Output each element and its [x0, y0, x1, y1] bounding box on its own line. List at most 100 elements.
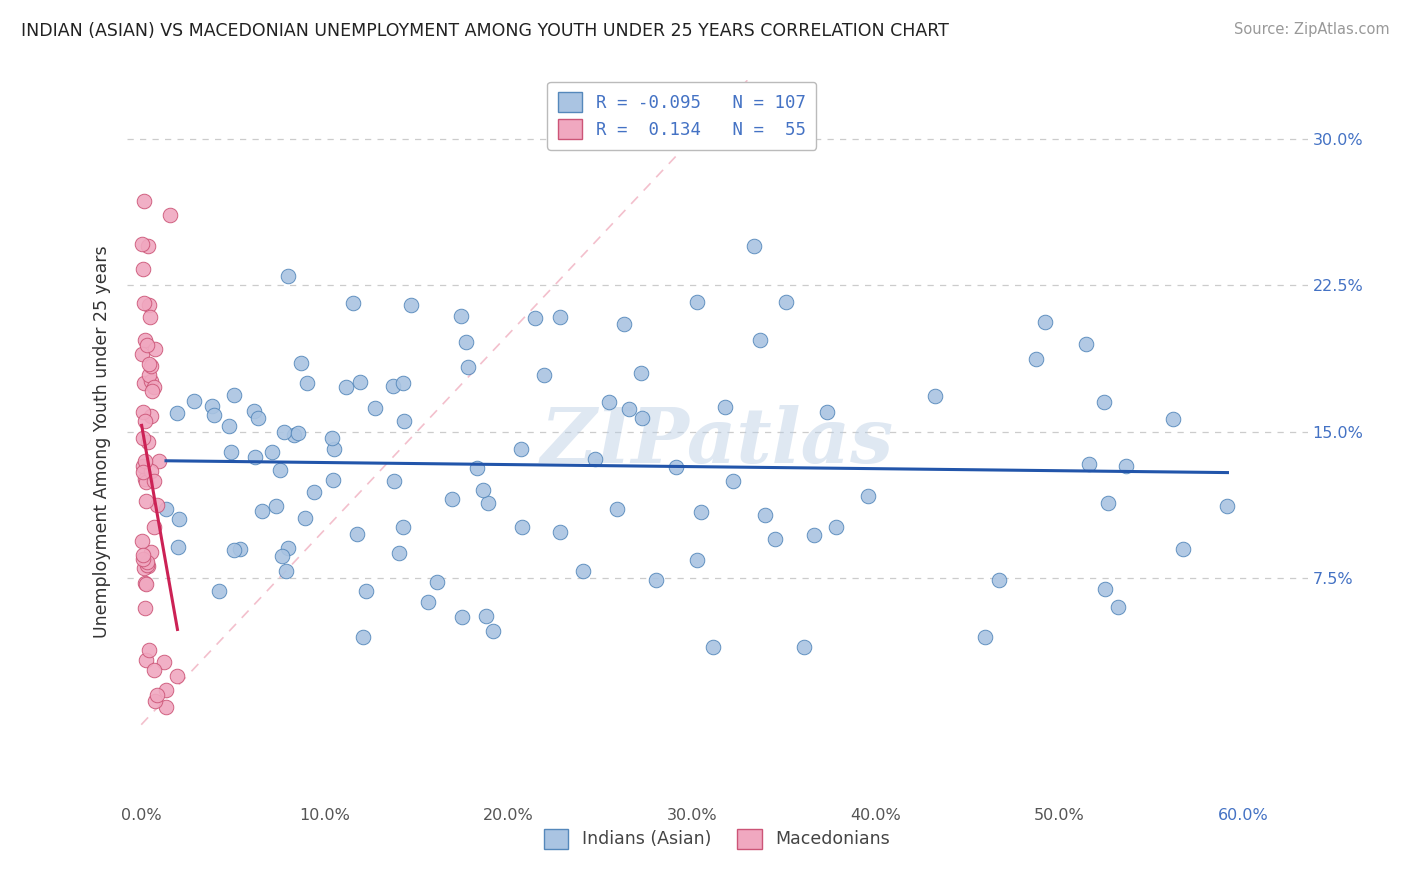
- Point: [274, 564, 297, 578]
- Point: [382, 379, 405, 393]
- Point: [142, 474, 165, 488]
- Point: [856, 489, 879, 503]
- Point: [477, 495, 499, 509]
- Point: [246, 411, 269, 425]
- Point: [277, 268, 299, 283]
- Point: [689, 505, 711, 519]
- Point: [382, 474, 405, 488]
- Point: [763, 532, 786, 546]
- Point: [218, 419, 240, 434]
- Point: [131, 552, 153, 566]
- Point: [139, 545, 162, 559]
- Point: [287, 426, 309, 441]
- Point: [988, 573, 1011, 587]
- Point: [146, 499, 169, 513]
- Point: [146, 689, 169, 703]
- Point: [974, 630, 997, 644]
- Point: [135, 577, 157, 591]
- Point: [264, 499, 287, 513]
- Point: [742, 239, 765, 253]
- Point: [644, 573, 666, 587]
- Point: [167, 511, 190, 525]
- Point: [143, 343, 166, 357]
- Point: [136, 434, 159, 449]
- Point: [686, 294, 709, 309]
- Point: [754, 508, 776, 522]
- Text: ZIPatlas: ZIPatlas: [540, 405, 894, 478]
- Point: [346, 527, 368, 541]
- Point: [134, 600, 156, 615]
- Point: [924, 389, 946, 403]
- Point: [219, 445, 242, 459]
- Point: [166, 669, 188, 683]
- Point: [269, 463, 291, 477]
- Point: [613, 317, 636, 331]
- Point: [143, 380, 166, 394]
- Point: [229, 541, 252, 556]
- Point: [295, 376, 318, 390]
- Point: [392, 520, 415, 534]
- Point: [294, 511, 316, 525]
- Point: [131, 261, 153, 276]
- Point: [132, 376, 155, 390]
- Point: [132, 194, 155, 209]
- Point: [364, 401, 387, 416]
- Point: [510, 520, 533, 534]
- Point: [1094, 582, 1116, 597]
- Point: [548, 525, 571, 540]
- Point: [132, 296, 155, 310]
- Point: [523, 311, 546, 326]
- Point: [142, 520, 165, 534]
- Point: [141, 464, 163, 478]
- Point: [201, 399, 224, 413]
- Point: [533, 368, 555, 383]
- Point: [142, 663, 165, 677]
- Point: [714, 400, 737, 414]
- Point: [321, 473, 343, 487]
- Point: [1092, 395, 1115, 409]
- Point: [138, 298, 160, 312]
- Point: [132, 459, 155, 474]
- Point: [548, 310, 571, 325]
- Point: [1161, 412, 1184, 426]
- Point: [139, 374, 162, 388]
- Point: [482, 624, 505, 638]
- Point: [1033, 315, 1056, 329]
- Point: [245, 450, 267, 465]
- Point: [392, 414, 415, 428]
- Point: [1171, 541, 1194, 556]
- Point: [323, 442, 346, 457]
- Point: [138, 310, 160, 325]
- Point: [583, 451, 606, 466]
- Point: [1107, 599, 1129, 614]
- Point: [135, 475, 157, 490]
- Point: [388, 546, 411, 560]
- Point: [454, 335, 477, 350]
- Point: [132, 431, 155, 445]
- Point: [138, 357, 160, 371]
- Point: [132, 549, 155, 563]
- Point: [342, 295, 364, 310]
- Y-axis label: Unemployment Among Youth under 25 years: Unemployment Among Youth under 25 years: [93, 245, 111, 638]
- Point: [136, 239, 159, 253]
- Legend: Indians (Asian), Macedonians: Indians (Asian), Macedonians: [533, 818, 901, 859]
- Point: [748, 333, 770, 347]
- Point: [135, 494, 157, 508]
- Point: [134, 454, 156, 468]
- Point: [606, 501, 628, 516]
- Point: [335, 380, 357, 394]
- Point: [262, 444, 284, 458]
- Point: [159, 208, 181, 222]
- Point: [136, 558, 159, 572]
- Point: [450, 610, 472, 624]
- Point: [290, 356, 312, 370]
- Point: [139, 409, 162, 424]
- Point: [138, 368, 160, 382]
- Point: [631, 410, 654, 425]
- Point: [475, 609, 498, 624]
- Point: [131, 465, 153, 479]
- Point: [440, 492, 463, 507]
- Point: [222, 387, 245, 401]
- Point: [208, 584, 231, 599]
- Point: [392, 376, 415, 390]
